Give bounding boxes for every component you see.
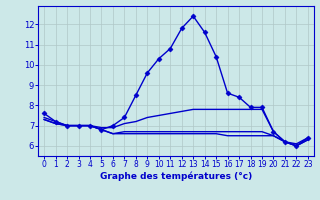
X-axis label: Graphe des températures (°c): Graphe des températures (°c) <box>100 172 252 181</box>
